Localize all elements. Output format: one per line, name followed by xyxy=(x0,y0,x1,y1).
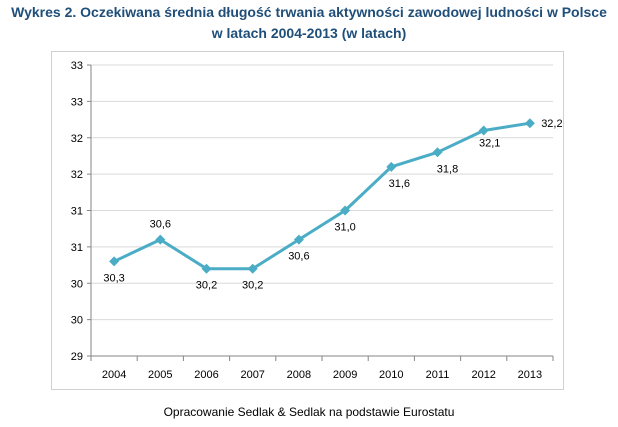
data-point-marker xyxy=(524,118,535,129)
data-label: 32,1 xyxy=(479,137,500,149)
data-label: 32,2 xyxy=(541,118,562,130)
data-point-marker xyxy=(340,205,351,216)
x-tick-label: 2004 xyxy=(102,369,126,381)
y-tick-label: 33 xyxy=(71,96,83,108)
series-line xyxy=(113,121,531,271)
y-tick-label: 31 xyxy=(71,206,83,218)
data-point-marker xyxy=(293,234,304,245)
y-tick-label: 30 xyxy=(71,315,83,327)
data-point-marker xyxy=(432,147,443,158)
x-tick-label: 2010 xyxy=(379,369,403,381)
x-tick-label: 2005 xyxy=(148,369,172,381)
data-label: 31,6 xyxy=(389,178,410,190)
x-tick-label: 2006 xyxy=(194,369,218,381)
data-label: 31,8 xyxy=(437,163,458,175)
x-tick-label: 2008 xyxy=(287,369,311,381)
y-tick-label: 33 xyxy=(71,60,83,72)
x-tick-label: 2009 xyxy=(333,369,357,381)
source-note: Opracowanie Sedlak & Sedlak na podstawie… xyxy=(163,405,455,419)
data-label: 31,0 xyxy=(334,222,355,234)
data-point-marker xyxy=(109,256,120,267)
data-point-marker xyxy=(155,234,166,245)
data-label: 30,2 xyxy=(196,280,217,292)
y-tick-label: 31 xyxy=(71,242,83,254)
y-tick-label: 32 xyxy=(71,169,83,181)
data-point-marker xyxy=(386,161,397,172)
data-point-marker xyxy=(247,263,258,274)
x-tick-label: 2011 xyxy=(426,369,450,381)
y-tick-label: 29 xyxy=(71,351,83,363)
y-tick-label: 32 xyxy=(71,133,83,145)
y-tick-label: 30 xyxy=(71,278,83,290)
data-point-marker xyxy=(201,263,212,274)
x-tick-label: 2007 xyxy=(240,369,264,381)
data-label: 30,2 xyxy=(242,280,263,292)
chart-frame xyxy=(51,51,564,390)
data-label: 30,3 xyxy=(103,272,124,284)
chart-title-line-1: Wykres 2. Oczekiwana średnia długość trw… xyxy=(11,4,607,20)
chart-title-line-2: w latach 2004-2013 (w latach) xyxy=(211,25,407,41)
data-label: 30,6 xyxy=(288,251,309,263)
x-tick-label: 2012 xyxy=(471,369,495,381)
chart-title: Wykres 2. Oczekiwana średnia długość trw… xyxy=(0,2,618,44)
x-tick-label: 2013 xyxy=(518,369,542,381)
data-label: 30,6 xyxy=(150,219,171,231)
data-point-marker xyxy=(478,125,489,136)
